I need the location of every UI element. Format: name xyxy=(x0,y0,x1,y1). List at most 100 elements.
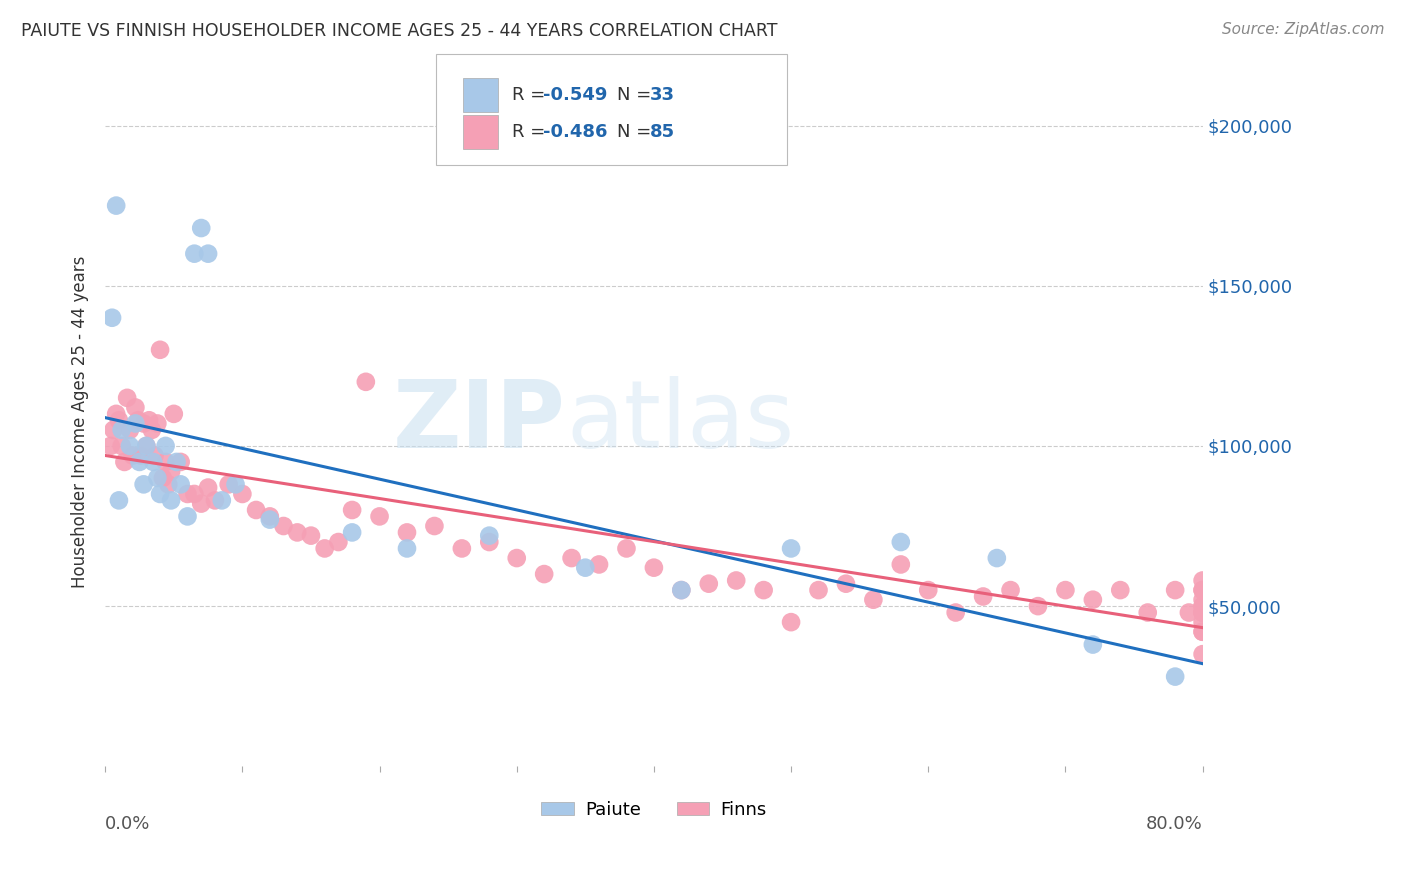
Point xyxy=(218,477,240,491)
Point xyxy=(1136,606,1159,620)
Point xyxy=(115,391,138,405)
Point xyxy=(118,423,141,437)
Point xyxy=(157,477,180,491)
Point xyxy=(671,583,693,598)
Point xyxy=(588,558,610,572)
Text: R =: R = xyxy=(512,123,551,141)
Point xyxy=(108,413,131,427)
Point xyxy=(259,513,281,527)
Point xyxy=(395,525,418,540)
Point xyxy=(273,519,295,533)
Point xyxy=(752,583,775,598)
Point xyxy=(1191,606,1213,620)
Point xyxy=(890,535,912,549)
Point xyxy=(204,493,226,508)
Point xyxy=(1000,583,1022,598)
Point xyxy=(152,471,174,485)
Point xyxy=(340,503,363,517)
Point xyxy=(105,198,128,212)
Point xyxy=(100,439,122,453)
Point xyxy=(128,455,150,469)
Point xyxy=(103,423,125,437)
Point xyxy=(160,493,183,508)
Text: atlas: atlas xyxy=(567,376,794,468)
Point xyxy=(197,481,219,495)
Point xyxy=(1191,583,1213,598)
Point xyxy=(169,477,191,491)
Point xyxy=(917,583,939,598)
Point xyxy=(135,439,157,453)
Point xyxy=(105,407,128,421)
Point xyxy=(285,525,308,540)
Point xyxy=(478,528,501,542)
Point xyxy=(299,528,322,542)
Point xyxy=(1081,592,1104,607)
Point xyxy=(231,487,253,501)
Point xyxy=(101,310,124,325)
Point xyxy=(190,497,212,511)
Point xyxy=(138,413,160,427)
Point xyxy=(1026,599,1049,614)
Point xyxy=(155,455,177,469)
Point xyxy=(211,493,233,508)
Point xyxy=(1191,583,1213,598)
Text: 85: 85 xyxy=(650,123,675,141)
Point xyxy=(533,567,555,582)
Point xyxy=(1191,599,1213,614)
Point xyxy=(423,519,446,533)
Point xyxy=(111,439,134,453)
Point xyxy=(643,560,665,574)
Point xyxy=(127,413,149,427)
Text: -0.549: -0.549 xyxy=(543,86,607,103)
Point xyxy=(1054,583,1077,598)
Point xyxy=(807,583,830,598)
Point xyxy=(395,541,418,556)
Point xyxy=(132,477,155,491)
Point xyxy=(166,455,188,469)
Point xyxy=(135,439,157,453)
Point xyxy=(368,509,391,524)
Point xyxy=(725,574,748,588)
Point xyxy=(986,551,1008,566)
Y-axis label: Householder Income Ages 25 - 44 years: Householder Income Ages 25 - 44 years xyxy=(72,256,89,588)
Point xyxy=(561,551,583,566)
Point xyxy=(1191,624,1213,639)
Point xyxy=(176,487,198,501)
Point xyxy=(340,525,363,540)
Text: 80.0%: 80.0% xyxy=(1146,814,1202,832)
Point xyxy=(121,449,143,463)
Point xyxy=(143,449,166,463)
Point xyxy=(142,455,165,469)
Point xyxy=(124,417,146,431)
Point xyxy=(124,401,146,415)
Point xyxy=(478,535,501,549)
Point xyxy=(1191,606,1213,620)
Point xyxy=(1191,647,1213,661)
Point xyxy=(945,606,967,620)
Point xyxy=(671,583,693,598)
Text: N =: N = xyxy=(617,86,657,103)
Point xyxy=(132,417,155,431)
Point xyxy=(780,541,803,556)
Text: Source: ZipAtlas.com: Source: ZipAtlas.com xyxy=(1222,22,1385,37)
Point xyxy=(1109,583,1132,598)
Point xyxy=(1164,670,1187,684)
Point xyxy=(314,541,336,556)
Point xyxy=(146,417,169,431)
Point xyxy=(183,246,205,260)
Text: R =: R = xyxy=(512,86,551,103)
Point xyxy=(1191,592,1213,607)
Point xyxy=(354,375,377,389)
Point xyxy=(1191,615,1213,629)
Point xyxy=(972,590,994,604)
Text: ZIP: ZIP xyxy=(394,376,567,468)
Point xyxy=(141,423,163,437)
Legend: Paiute, Finns: Paiute, Finns xyxy=(534,794,773,826)
Point xyxy=(149,487,172,501)
Point xyxy=(450,541,472,556)
Point xyxy=(1178,606,1201,620)
Point xyxy=(111,423,134,437)
Point xyxy=(697,576,720,591)
Point xyxy=(1081,638,1104,652)
Point xyxy=(129,449,152,463)
